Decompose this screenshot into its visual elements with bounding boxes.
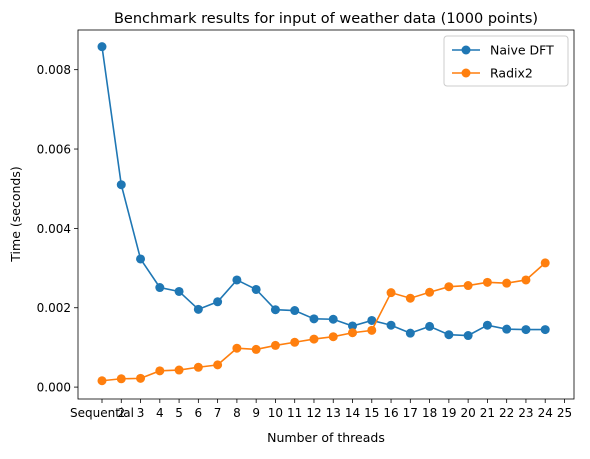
- x-axis-label: Number of threads: [267, 430, 385, 445]
- data-point-radix2: [521, 275, 531, 285]
- data-point-radix2: [386, 288, 396, 298]
- x-tick-label: 5: [175, 406, 183, 420]
- data-point-naive-dft: [425, 321, 435, 331]
- x-tick-label: 14: [345, 406, 360, 420]
- x-tick-label: 22: [499, 406, 514, 420]
- data-point-naive-dft: [193, 304, 203, 314]
- x-tick-label: Sequential: [70, 406, 134, 420]
- data-point-naive-dft: [97, 42, 107, 52]
- x-tick-label: 15: [364, 406, 379, 420]
- data-point-radix2: [136, 373, 146, 383]
- x-tick-label: 7: [214, 406, 222, 420]
- data-point-naive-dft: [444, 330, 454, 340]
- data-point-radix2: [193, 362, 203, 372]
- x-tick-label: 4: [156, 406, 164, 420]
- x-tick-label: 17: [403, 406, 418, 420]
- data-point-radix2: [405, 293, 415, 303]
- data-point-radix2: [213, 360, 223, 370]
- data-point-naive-dft: [174, 286, 184, 296]
- y-tick-label: 0.006: [37, 143, 71, 157]
- data-point-naive-dft: [405, 328, 415, 338]
- data-point-naive-dft: [309, 314, 319, 324]
- x-tick-label: 13: [326, 406, 341, 420]
- data-point-radix2: [232, 343, 242, 353]
- data-point-naive-dft: [213, 297, 223, 307]
- data-point-radix2: [116, 374, 126, 384]
- x-tick-label: 25: [557, 406, 572, 420]
- y-tick-label: 0.002: [37, 301, 71, 315]
- data-point-radix2: [290, 337, 300, 347]
- series-layer: [97, 42, 550, 386]
- data-point-radix2: [174, 365, 184, 375]
- data-point-naive-dft: [540, 325, 550, 335]
- series-line-radix2: [101, 262, 546, 382]
- data-point-radix2: [97, 376, 107, 386]
- x-tick-label: 9: [252, 406, 260, 420]
- chart-title: Benchmark results for input of weather d…: [114, 11, 538, 27]
- data-point-radix2: [270, 340, 280, 350]
- legend-label-radix2: Radix2: [490, 66, 533, 81]
- data-point-radix2: [463, 281, 473, 291]
- x-tick-label: 16: [383, 406, 398, 420]
- data-point-naive-dft: [502, 324, 512, 334]
- data-point-naive-dft: [155, 283, 165, 293]
- x-tick-label: 12: [306, 406, 321, 420]
- data-point-naive-dft: [270, 305, 280, 315]
- data-point-radix2: [444, 282, 454, 292]
- series-line-naive-dft: [101, 46, 546, 337]
- data-point-radix2: [309, 334, 319, 344]
- data-point-naive-dft: [482, 320, 492, 330]
- data-point-radix2: [348, 328, 358, 338]
- legend-label-naive-dft: Naive DFT: [490, 43, 554, 58]
- data-point-naive-dft: [521, 325, 531, 335]
- data-point-naive-dft: [463, 331, 473, 341]
- data-point-radix2: [251, 344, 261, 354]
- x-tick-label: 8: [233, 406, 241, 420]
- data-point-radix2: [155, 366, 165, 376]
- data-point-radix2: [482, 277, 492, 287]
- legend-marker-radix2: [461, 68, 471, 78]
- legend-marker-naive-dft: [461, 45, 471, 55]
- x-tick-label: 11: [287, 406, 302, 420]
- data-point-radix2: [502, 278, 512, 288]
- y-axis: 0.000 0.002 0.004 0.006 0.008: [37, 63, 78, 395]
- y-tick-label: 0.004: [37, 222, 71, 236]
- data-point-naive-dft: [136, 254, 146, 264]
- x-tick-label: 23: [518, 406, 533, 420]
- y-tick-label: 0.000: [37, 381, 71, 395]
- x-tick-label: 3: [137, 406, 145, 420]
- x-tick-label: 10: [268, 406, 283, 420]
- x-tick-label: 19: [441, 406, 456, 420]
- data-point-naive-dft: [232, 275, 242, 285]
- x-tick-label: 2: [117, 406, 125, 420]
- legend: Naive DFT Radix2: [443, 35, 569, 87]
- x-tick-label: 20: [460, 406, 475, 420]
- x-tick-label: 24: [538, 406, 553, 420]
- data-point-naive-dft: [328, 314, 338, 324]
- plot-frame: [77, 29, 575, 400]
- y-axis-label: Time (seconds): [8, 166, 23, 262]
- data-point-naive-dft: [251, 284, 261, 294]
- data-point-naive-dft: [116, 180, 126, 190]
- x-tick-label: 6: [195, 406, 203, 420]
- x-tick-label: 21: [480, 406, 495, 420]
- x-tick-label: 18: [422, 406, 437, 420]
- data-point-naive-dft: [367, 315, 377, 325]
- data-point-radix2: [540, 258, 550, 268]
- data-point-radix2: [328, 332, 338, 342]
- data-point-naive-dft: [290, 306, 300, 316]
- data-point-radix2: [367, 325, 377, 335]
- y-tick-label: 0.008: [37, 63, 71, 77]
- data-point-radix2: [425, 287, 435, 297]
- data-point-naive-dft: [386, 320, 396, 330]
- data-point-naive-dft: [348, 321, 358, 331]
